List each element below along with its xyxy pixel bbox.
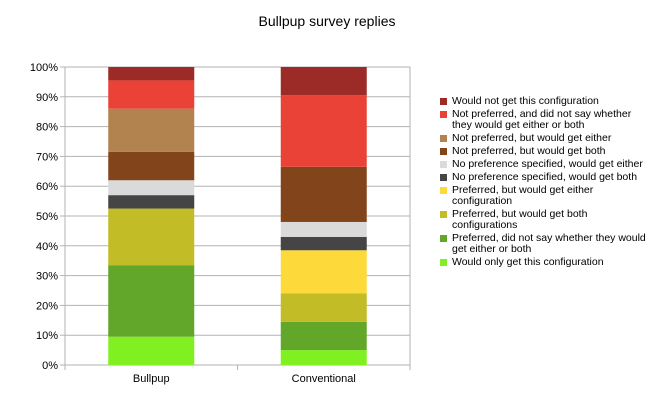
legend-label: Not preferred, but would get either [452, 132, 612, 144]
bar-segment [280, 250, 367, 294]
legend-label: Not preferred, and did not say whether t… [452, 108, 632, 131]
y-tick-label: 30% [36, 271, 58, 283]
legend-swatch [440, 98, 447, 105]
bar-segment [280, 350, 367, 365]
legend-swatch [440, 111, 447, 118]
legend-swatch [440, 174, 447, 181]
legend-item: Not preferred, but would get both [440, 146, 650, 157]
x-tick-label: Conventional [292, 373, 356, 385]
bar-segment [108, 336, 195, 365]
bar-segment [280, 95, 367, 167]
y-tick-label: 80% [36, 122, 58, 134]
y-tick-label: 100% [30, 62, 58, 74]
legend-item: Preferred, but would get both configurat… [440, 209, 650, 231]
bar-segment [108, 265, 195, 337]
plot-area: 0% 10% 20% 30% 40% 50% 60% 70% 80% 90% 100% Bullpup… [30, 62, 411, 385]
y-tick-label: 50% [36, 211, 58, 223]
bar-segment [108, 80, 195, 109]
legend-item: Preferred, but would get either configur… [440, 185, 650, 207]
legend-label: Not preferred, but would get both [452, 145, 606, 157]
legend-swatch [440, 135, 447, 142]
y-tick-label: 40% [36, 241, 58, 253]
bar-segment [108, 208, 195, 266]
bar-segment [280, 321, 367, 351]
bar-segment [280, 166, 367, 222]
bar-segment [108, 67, 195, 81]
legend-label: Preferred, but would get either configur… [452, 184, 594, 207]
legend-label: Preferred, did not say whether they woul… [452, 232, 646, 255]
legend-label: Preferred, but would get both configurat… [452, 208, 588, 231]
legend-item: No preference specified, would get eithe… [440, 159, 650, 170]
legend-label: No preference specified, would get both [452, 171, 638, 183]
bar-segment [108, 151, 195, 181]
y-tick-label: 60% [36, 181, 58, 193]
bar-segment [280, 221, 367, 237]
legend-item: Would only get this configuration [440, 257, 650, 268]
legend-label: Would only get this configuration [452, 256, 604, 268]
legend-swatch [440, 187, 447, 194]
y-tick-label: 10% [36, 330, 58, 342]
bar-segment [280, 293, 367, 322]
bar-segment [108, 195, 195, 209]
chart-title: Bullpup survey replies [259, 13, 396, 29]
x-tick-label: Bullpup [133, 373, 170, 385]
legend-label: Would not get this configuration [452, 95, 599, 107]
legend-item: No preference specified, would get both [440, 172, 650, 183]
legend-label: No preference specified, would get eithe… [452, 158, 643, 170]
legend-item: Not preferred, but would get either [440, 133, 650, 144]
y-tick-label: 20% [36, 300, 58, 312]
legend: Would not get this configuration Not pref… [440, 96, 650, 270]
y-tick-label: 70% [36, 151, 58, 163]
legend-swatch [440, 235, 447, 242]
y-tick-label: 90% [36, 92, 58, 104]
legend-swatch [440, 211, 447, 218]
bar-segment [108, 180, 195, 196]
bar-segment [280, 67, 367, 96]
bar-segment [108, 108, 195, 152]
legend-swatch [440, 259, 447, 266]
y-tick-label: 0% [42, 360, 58, 372]
bar-segment [280, 236, 367, 251]
legend-item: Not preferred, and did not say whether t… [440, 109, 650, 131]
legend-swatch [440, 148, 447, 155]
legend-item: Preferred, did not say whether they woul… [440, 233, 650, 255]
legend-item: Would not get this configuration [440, 96, 650, 107]
legend-swatch [440, 161, 447, 168]
